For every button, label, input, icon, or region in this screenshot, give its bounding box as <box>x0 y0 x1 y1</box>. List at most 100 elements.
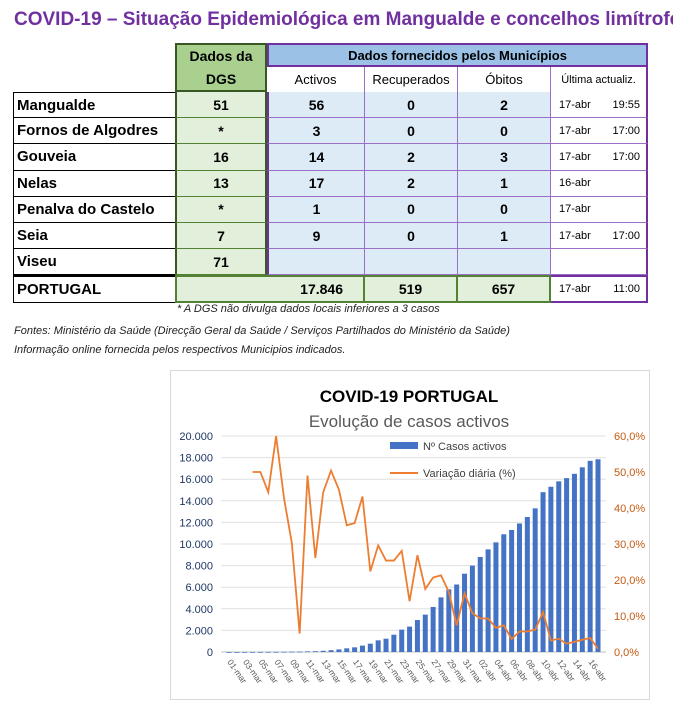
bar <box>234 651 240 653</box>
dgs-value: 51 <box>175 92 267 119</box>
update-time: 19:55 <box>612 98 640 111</box>
activos-value: 3 <box>267 118 365 145</box>
bar <box>548 486 554 652</box>
variation-line <box>252 435 599 650</box>
footnote: * A DGS não divulga dados locais inferio… <box>177 303 440 315</box>
y2-tick-label: 50,0% <box>614 467 645 479</box>
bar <box>509 529 515 652</box>
chart-subtitle: Evolução de casos activos <box>309 412 509 431</box>
bar <box>250 651 256 653</box>
bar <box>297 651 303 653</box>
last-update: 16-abr <box>551 170 648 197</box>
chart: COVID-19 PORTUGAL Evolução de casos acti… <box>170 370 650 700</box>
total-name: PORTUGAL <box>13 275 175 304</box>
dgs-value: * <box>175 118 267 145</box>
chart-title: COVID-19 PORTUGAL <box>320 387 499 406</box>
update-date: 17-abr <box>559 124 591 137</box>
update-date: 16-abr <box>559 177 591 190</box>
activos-value: 9 <box>267 223 365 250</box>
bar <box>438 597 444 652</box>
y-tick-label: 14.000 <box>179 496 213 508</box>
bar <box>257 651 263 653</box>
y-tick-label: 16.000 <box>179 474 213 486</box>
y-tick-label: 8.000 <box>185 561 213 573</box>
bar <box>281 651 287 653</box>
bar <box>320 650 326 652</box>
bar <box>524 517 530 652</box>
bar <box>469 565 475 652</box>
obitos-value <box>458 249 551 276</box>
info-note: Informação online fornecida pelos respec… <box>14 344 346 356</box>
bar <box>391 634 397 652</box>
dgs-value: 13 <box>175 170 267 197</box>
bar <box>532 508 538 652</box>
activos-value <box>267 249 365 276</box>
bar <box>422 614 428 652</box>
bar <box>399 629 405 652</box>
page-title: COVID-19 – Situação Epidemiológica em Ma… <box>14 9 673 30</box>
obitos-value: 0 <box>458 196 551 223</box>
bar <box>352 647 358 652</box>
bar <box>501 534 507 652</box>
bar <box>383 638 389 652</box>
dgs-header-line1: Dados da <box>175 43 267 67</box>
row-name: Seia <box>13 223 175 250</box>
bar <box>446 589 452 652</box>
obitos-value: 3 <box>458 144 551 171</box>
bar <box>579 467 585 652</box>
dgs-value: 16 <box>175 144 267 171</box>
bar <box>226 652 232 653</box>
activos-value: 1 <box>267 196 365 223</box>
bar <box>540 492 546 652</box>
last-update: 17-abr 17:00 <box>551 144 648 171</box>
update-date: 17-abr <box>559 283 591 296</box>
update-date: 17-abr <box>559 203 591 216</box>
activos-value: 14 <box>267 144 365 171</box>
recuperados-value: 0 <box>365 92 458 119</box>
row-name: Penalva do Castelo <box>13 196 175 223</box>
dgs-value: 7 <box>175 223 267 250</box>
y2-tick-label: 0,0% <box>614 647 639 659</box>
row-name: Nelas <box>13 170 175 197</box>
bar <box>336 649 342 652</box>
y2-tick-label: 10,0% <box>614 611 645 623</box>
column-header: Última actualiz. <box>551 67 648 92</box>
column-header: Recuperados <box>365 67 458 92</box>
bar <box>564 478 570 652</box>
y-tick-label: 12.000 <box>179 517 213 529</box>
y-tick-label: 0 <box>207 647 213 659</box>
activos-value: 56 <box>267 92 365 119</box>
recuperados-value: 2 <box>365 170 458 197</box>
update-time: 11:00 <box>613 283 640 296</box>
update-date: 17-abr <box>559 229 591 242</box>
bar <box>430 606 436 652</box>
dgs-header-line2: DGS <box>175 67 267 92</box>
row-name: Mangualde <box>13 92 175 119</box>
sources-note: Fontes: Ministério da Saúde (Direcção Ge… <box>14 325 510 337</box>
bar <box>477 556 483 652</box>
update-date: 17-abr <box>559 150 591 163</box>
recuperados-value: 2 <box>365 144 458 171</box>
bar <box>571 473 577 652</box>
total-obitos: 657 <box>458 275 551 304</box>
last-update: 17-abr <box>551 196 648 223</box>
obitos-value: 1 <box>458 223 551 250</box>
bar <box>587 460 593 652</box>
recuperados-value: 0 <box>365 118 458 145</box>
bar <box>516 523 522 652</box>
bar <box>328 650 334 652</box>
dgs-value: * <box>175 196 267 223</box>
y2-tick-label: 60,0% <box>614 431 645 443</box>
total-activos: 17.846 <box>175 275 365 304</box>
y-tick-label: 6.000 <box>185 582 213 594</box>
bar <box>305 651 311 653</box>
bar <box>454 584 460 652</box>
update-time: 17:00 <box>612 229 640 242</box>
bar <box>312 651 318 652</box>
column-header: Óbitos <box>458 67 551 92</box>
y2-tick-label: 40,0% <box>614 503 645 515</box>
last-update: 17-abr 19:55 <box>551 92 648 119</box>
bar <box>375 640 381 652</box>
municipal-header: Dados fornecidos pelos Municípios <box>267 43 648 67</box>
total-recuperados: 519 <box>365 275 458 304</box>
